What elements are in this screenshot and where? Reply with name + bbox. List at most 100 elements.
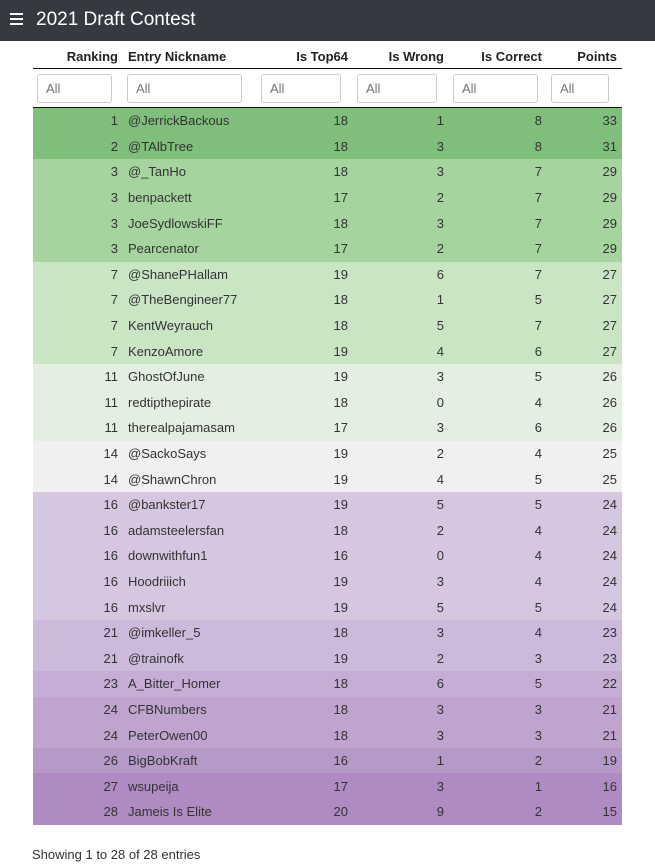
top64-cell: 18 [333,138,348,154]
correct-cell: 4 [534,394,542,410]
nickname-cell: redtipthepirate [128,394,212,410]
correct-cell: 8 [534,138,542,154]
nickname-cell: @trainofk [128,650,184,666]
correct-cell: 2 [534,753,542,769]
hamburger-menu-icon[interactable] [10,13,23,25]
table-row: 7 KenzoAmore 19 4 6 27 [33,338,622,364]
correct-filter-input[interactable] [453,74,538,103]
ranking-cell: 21 [103,650,118,666]
table-panel: Ranking Entry Nickname Is Top64 Is Wrong… [16,41,639,868]
nickname-cell: @ShanePHallam [128,266,228,282]
points-cell: 24 [602,548,617,564]
nickname-cell: GhostOfJune [128,369,205,385]
top64-filter-input[interactable] [261,74,341,103]
column-header-entry-nickname[interactable]: Entry Nickname [123,41,257,69]
top64-cell: 19 [333,343,348,359]
wrong-cell: 1 [436,292,444,308]
ranking-cell: 16 [103,497,118,513]
top64-cell: 18 [333,727,348,743]
wrong-cell: 0 [436,548,444,564]
header-row: Ranking Entry Nickname Is Top64 Is Wrong… [33,41,622,69]
wrong-cell: 4 [436,471,444,487]
ranking-cell: 16 [103,522,118,538]
nickname-filter-input[interactable] [127,74,242,103]
table-row: 2 @TAlbTree 18 3 8 31 [33,133,622,160]
column-header-is-top64[interactable]: Is Top64 [257,41,353,69]
correct-cell: 5 [534,369,542,385]
points-cell: 19 [602,753,617,769]
nickname-cell: mxslvr [128,599,166,615]
nickname-cell: downwithfun1 [128,548,208,564]
ranking-cell: 7 [110,343,118,359]
correct-cell: 7 [534,318,542,334]
wrong-cell: 3 [436,420,444,436]
wrong-cell: 3 [436,625,444,641]
nickname-cell: @SackoSays [128,446,207,462]
column-header-points[interactable]: Points [547,41,622,69]
ranking-cell: 24 [103,727,118,743]
top64-cell: 18 [333,164,348,180]
nickname-cell: @ShawnChron [128,471,217,487]
table-row: 11 therealpajamasam 17 3 6 26 [33,415,622,441]
wrong-cell: 5 [436,497,444,513]
column-header-is-correct[interactable]: Is Correct [449,41,547,69]
ranking-cell: 21 [103,625,118,641]
wrong-cell: 6 [436,676,444,692]
top64-cell: 19 [333,369,348,385]
points-cell: 25 [602,471,617,487]
top64-cell: 19 [333,573,348,589]
points-cell: 31 [602,138,617,154]
ranking-cell: 11 [104,394,119,410]
table-row: 28 Jameis Is Elite 20 9 2 15 [33,799,622,825]
correct-cell: 4 [534,573,542,589]
points-cell: 23 [602,625,617,641]
wrong-cell: 3 [436,701,444,717]
column-header-is-wrong[interactable]: Is Wrong [353,41,449,69]
table-row: 21 @imkeller_5 18 3 4 23 [33,619,622,646]
points-cell: 24 [602,573,617,589]
points-cell: 26 [602,420,617,436]
nickname-cell: @TheBengineer77 [128,292,238,308]
wrong-cell: 2 [436,522,444,538]
wrong-cell: 3 [436,778,444,794]
ranking-cell: 24 [103,701,118,717]
table-row: 11 GhostOfJune 19 3 5 26 [33,363,622,390]
nickname-cell: Hoodriiich [128,573,186,589]
points-filter-input[interactable] [551,74,609,103]
nickname-cell: BigBobKraft [128,753,198,769]
table-info: Showing 1 to 28 of 28 entries [32,847,201,862]
column-header-ranking[interactable]: Ranking [33,41,123,69]
top64-cell: 19 [333,650,348,666]
correct-cell: 7 [534,215,542,231]
wrong-cell: 3 [436,164,444,180]
correct-cell: 8 [449,106,547,134]
points-cell: 15 [602,804,617,820]
wrong-cell: 1 [436,753,444,769]
filter-row [33,69,622,108]
table-row: 24 CFBNumbers 18 3 3 21 [33,696,622,723]
top64-cell: 18 [333,318,348,334]
ranking-cell: 3 [110,241,118,257]
correct-cell: 4 [534,446,542,462]
top64-cell: 17 [333,778,348,794]
top64-cell: 17 [333,420,348,436]
nickname-cell: adamsteelersfan [128,522,225,538]
table-row: 3 Pearcenator 17 2 7 29 [33,235,622,262]
correct-cell: 3 [534,701,542,717]
correct-cell: 6 [534,343,542,359]
ranking-filter-input[interactable] [37,74,112,103]
points-cell: 22 [602,676,617,692]
nickname-cell: wsupeija [128,778,179,794]
correct-cell: 7 [534,241,542,257]
ranking-cell: 14 [103,446,118,462]
table-row: 3 @_TanHo 18 3 7 29 [33,159,622,185]
nickname-cell: Pearcenator [128,241,199,257]
wrong-cell: 3 [436,369,444,385]
table-row: 21 @trainofk 19 2 3 23 [33,645,622,672]
correct-cell: 6 [534,420,542,436]
wrong-filter-input[interactable] [357,74,437,103]
points-cell: 29 [602,190,617,206]
correct-cell: 5 [534,676,542,692]
nickname-cell: Jameis Is Elite [128,804,212,820]
table-row: 26 BigBobKraft 16 1 2 19 [33,747,622,774]
